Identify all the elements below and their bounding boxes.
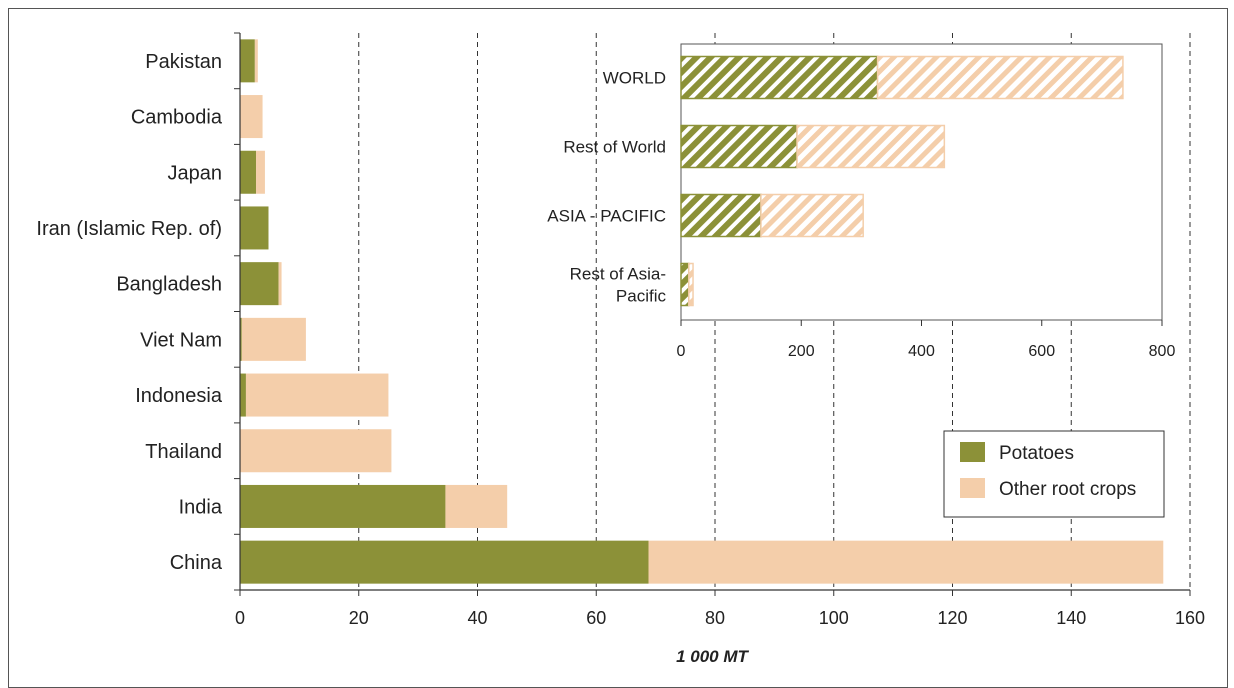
- main-bar-segment: [240, 39, 255, 83]
- legend-label: Potatoes: [999, 443, 1074, 464]
- main-tick-label: 20: [349, 608, 369, 628]
- main-tick-label: 40: [467, 608, 487, 628]
- main-category-label: Indonesia: [135, 385, 223, 407]
- inset-category-label: ASIA - PACIFIC: [547, 207, 666, 226]
- main-tick-label: 120: [937, 608, 967, 628]
- main-category-label: India: [179, 496, 223, 518]
- inset-category-label: Rest of World: [563, 138, 666, 157]
- inset-chart: WORLD Rest of World ASIA - PACIFIC Rest of …: [547, 43, 1176, 360]
- inset-bar-segment: [680, 124, 798, 169]
- main-tick-label: 160: [1175, 608, 1205, 628]
- inset-bar-segment: [796, 124, 946, 169]
- inset-tick-label: 600: [1028, 343, 1055, 360]
- inset-tick-label: 200: [788, 343, 815, 360]
- legend-swatch: [960, 442, 985, 462]
- inset-bars: [680, 55, 1124, 307]
- main-bar-segment: [445, 484, 508, 528]
- main-tick-label: 140: [1056, 608, 1086, 628]
- main-bar-segment: [256, 150, 265, 194]
- main-category-label: Japan: [168, 162, 223, 184]
- main-bar-segment: [240, 373, 246, 417]
- main-bar-segment: [240, 540, 649, 584]
- inset-bar-segment: [680, 193, 762, 238]
- main-axes: [234, 32, 1191, 596]
- main-tick-label: 100: [819, 608, 849, 628]
- main-bars: [240, 39, 1164, 584]
- main-bar-segment: [278, 262, 282, 306]
- main-category-label: Iran (Islamic Rep. of): [36, 218, 222, 240]
- main-category-label: Cambodia: [131, 107, 223, 129]
- inset-tick-label: 800: [1149, 343, 1176, 360]
- inset-tick-label: 0: [677, 343, 686, 360]
- main-bar-segment: [240, 262, 279, 306]
- inset-tick-labels: 0 200 400 600 800: [677, 320, 1176, 360]
- main-bar-segment: [240, 150, 257, 194]
- main-category-label: Viet Nam: [140, 329, 222, 351]
- inset-category-labels: WORLD Rest of World ASIA - PACIFIC Rest of …: [547, 69, 666, 306]
- main-bar-segment: [254, 39, 258, 83]
- main-category-label: Bangladesh: [116, 274, 222, 296]
- inset-bar-segment: [680, 55, 879, 100]
- main-category-label: Pakistan: [145, 51, 222, 73]
- x-axis-title: 1 000 MT: [676, 647, 749, 666]
- inset-bar-segment: [680, 262, 690, 307]
- main-bar-segment: [240, 429, 392, 473]
- main-bar-segment: [240, 206, 269, 250]
- main-category-label: Thailand: [145, 441, 222, 463]
- main-bar-segment: [240, 484, 446, 528]
- main-tick-label: 80: [705, 608, 725, 628]
- inset-category-label: Rest of Asia-Pacific: [570, 265, 667, 306]
- legend-label: Other root crops: [999, 479, 1136, 500]
- main-category-label: China: [170, 552, 223, 574]
- main-category-labels: Pakistan Cambodia Japan Iran (Islamic Rep. …: [36, 51, 222, 574]
- main-tick-label: 60: [586, 608, 606, 628]
- main-bar-segment: [240, 95, 263, 139]
- inset-bar-segment: [876, 55, 1124, 100]
- main-bar-segment: [245, 373, 389, 417]
- main-bar-segment: [648, 540, 1164, 584]
- main-bar-segment: [240, 317, 242, 361]
- inset-bar-segment: [688, 262, 694, 307]
- legend: Potatoes Other root crops: [943, 430, 1165, 518]
- main-tick-labels: 0 20 40 60 80 100 120 140 160: [235, 608, 1205, 628]
- inset-bar-segment: [760, 193, 864, 238]
- main-tick-label: 0: [235, 608, 245, 628]
- legend-swatch: [960, 478, 985, 498]
- main-bar-segment: [241, 317, 306, 361]
- inset-tick-label: 400: [908, 343, 935, 360]
- inset-category-label: WORLD: [603, 69, 666, 88]
